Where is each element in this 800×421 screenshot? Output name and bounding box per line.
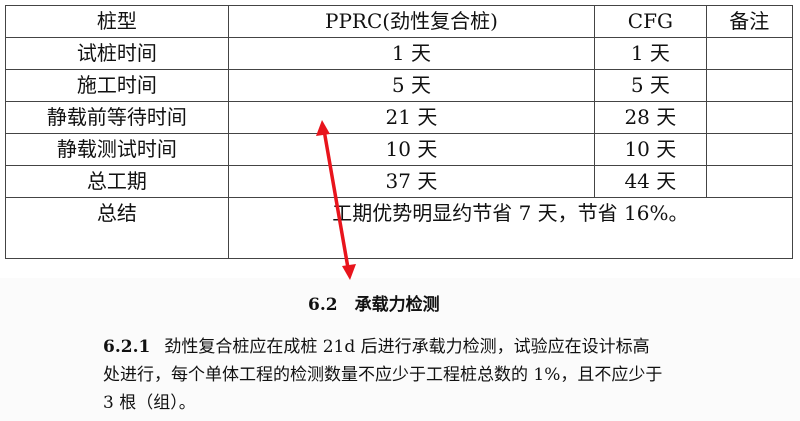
header-cell: CFG: [594, 5, 707, 38]
row-label: 静载测试时间: [5, 133, 229, 166]
note-cell: [705, 165, 794, 198]
table-row: 静载测试时间 10 天 10 天: [5, 133, 794, 166]
note-cell: [705, 101, 794, 134]
note-cell: [705, 133, 794, 166]
clause-number: 6.2.1: [103, 337, 151, 357]
pprc-cell: 21 天: [227, 101, 596, 134]
standard-excerpt: 6.2 承载力检测 6.2.1 劲性复合桩应在成桩 21d 后进行承载力检测，试验…: [0, 278, 800, 421]
row-label: 总工期: [5, 165, 229, 198]
arrow-head-up-icon: [316, 120, 330, 136]
row-label: 施工时间: [5, 69, 229, 102]
section-heading: 6.2 承载力检测: [308, 295, 440, 315]
pprc-cell: 10 天: [227, 133, 596, 166]
cfg-cell: 44 天: [594, 165, 707, 198]
table-row: 总工期 37 天 44 天: [5, 165, 794, 198]
pprc-cell: 37 天: [227, 165, 596, 198]
table-row: 静载前等待时间 21 天 28 天: [5, 101, 794, 134]
arrow-head-down-icon: [342, 264, 356, 280]
clause-text: 劲性复合桩应在成桩 21d 后进行承载力检测，试验应在设计标高处进行，每个单体工…: [103, 337, 663, 413]
header-cell: 桩型: [5, 5, 229, 38]
pprc-cell: 1 天: [227, 37, 596, 70]
summary-row: 总结 工期优势明显约节省 7 天，节省 16%。: [5, 197, 794, 259]
arrow-shaft: [322, 129, 350, 269]
pprc-cell: 5 天: [227, 69, 596, 102]
note-cell: [705, 69, 794, 102]
clause-paragraph: 6.2.1 劲性复合桩应在成桩 21d 后进行承载力检测，试验应在设计标高处进行，…: [103, 333, 663, 417]
header-cell: PPRC(劲性复合桩): [227, 5, 596, 38]
summary-text: 工期优势明显约节省 7 天，节省 16%。: [227, 197, 794, 259]
